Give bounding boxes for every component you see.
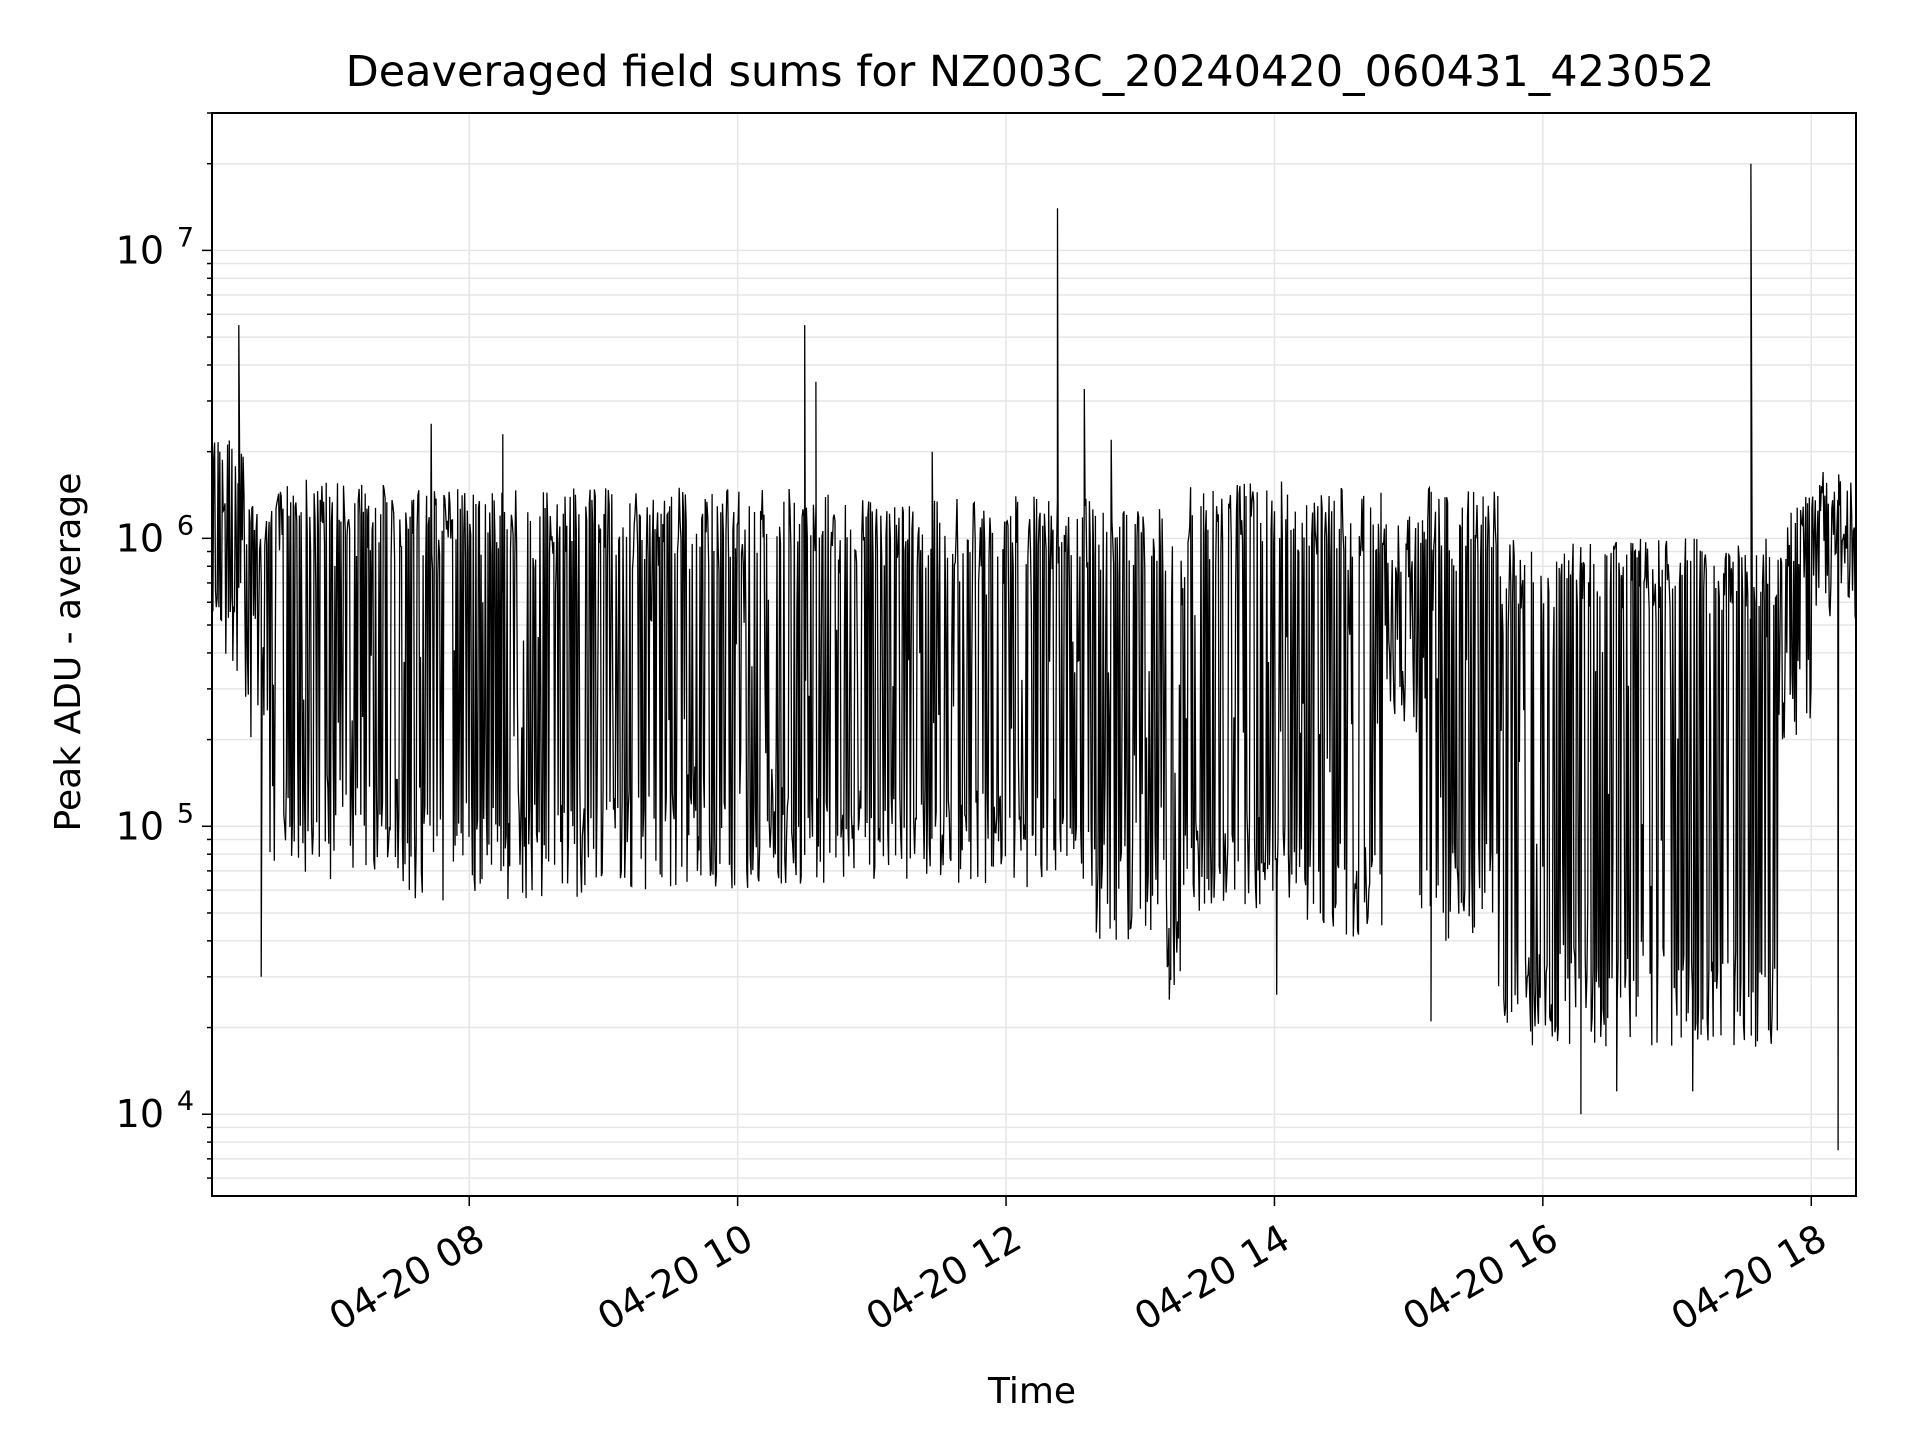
y-tick-exponent: 6 [177,510,194,541]
chart-title: Deaveraged field sums for NZ003C_2024042… [346,47,1715,97]
y-tick-exponent: 5 [177,798,194,829]
plot-frame [211,112,1857,1197]
y-tick-exponent: 4 [177,1086,194,1117]
y-tick-exponent: 7 [177,222,194,253]
series-line [211,163,1857,1151]
y-tick-label: 10 6 [116,510,194,560]
x-axis-label: Time [987,1371,1076,1412]
y-axis-label: Peak ADU - average [48,473,89,832]
data-series [211,163,1857,1151]
